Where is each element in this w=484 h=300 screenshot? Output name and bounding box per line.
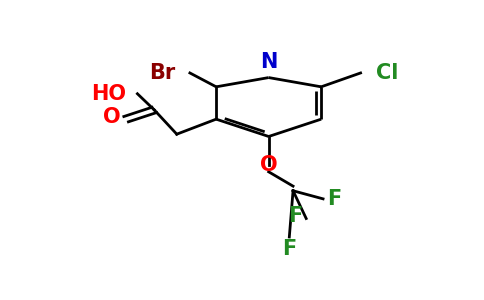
Text: F: F xyxy=(327,189,341,209)
Text: N: N xyxy=(260,52,277,72)
Text: Cl: Cl xyxy=(376,63,398,83)
Text: F: F xyxy=(282,239,296,259)
Text: O: O xyxy=(260,155,277,176)
Text: Br: Br xyxy=(149,63,175,83)
Text: HO: HO xyxy=(91,84,126,104)
Text: F: F xyxy=(288,206,302,226)
Text: O: O xyxy=(103,107,121,127)
